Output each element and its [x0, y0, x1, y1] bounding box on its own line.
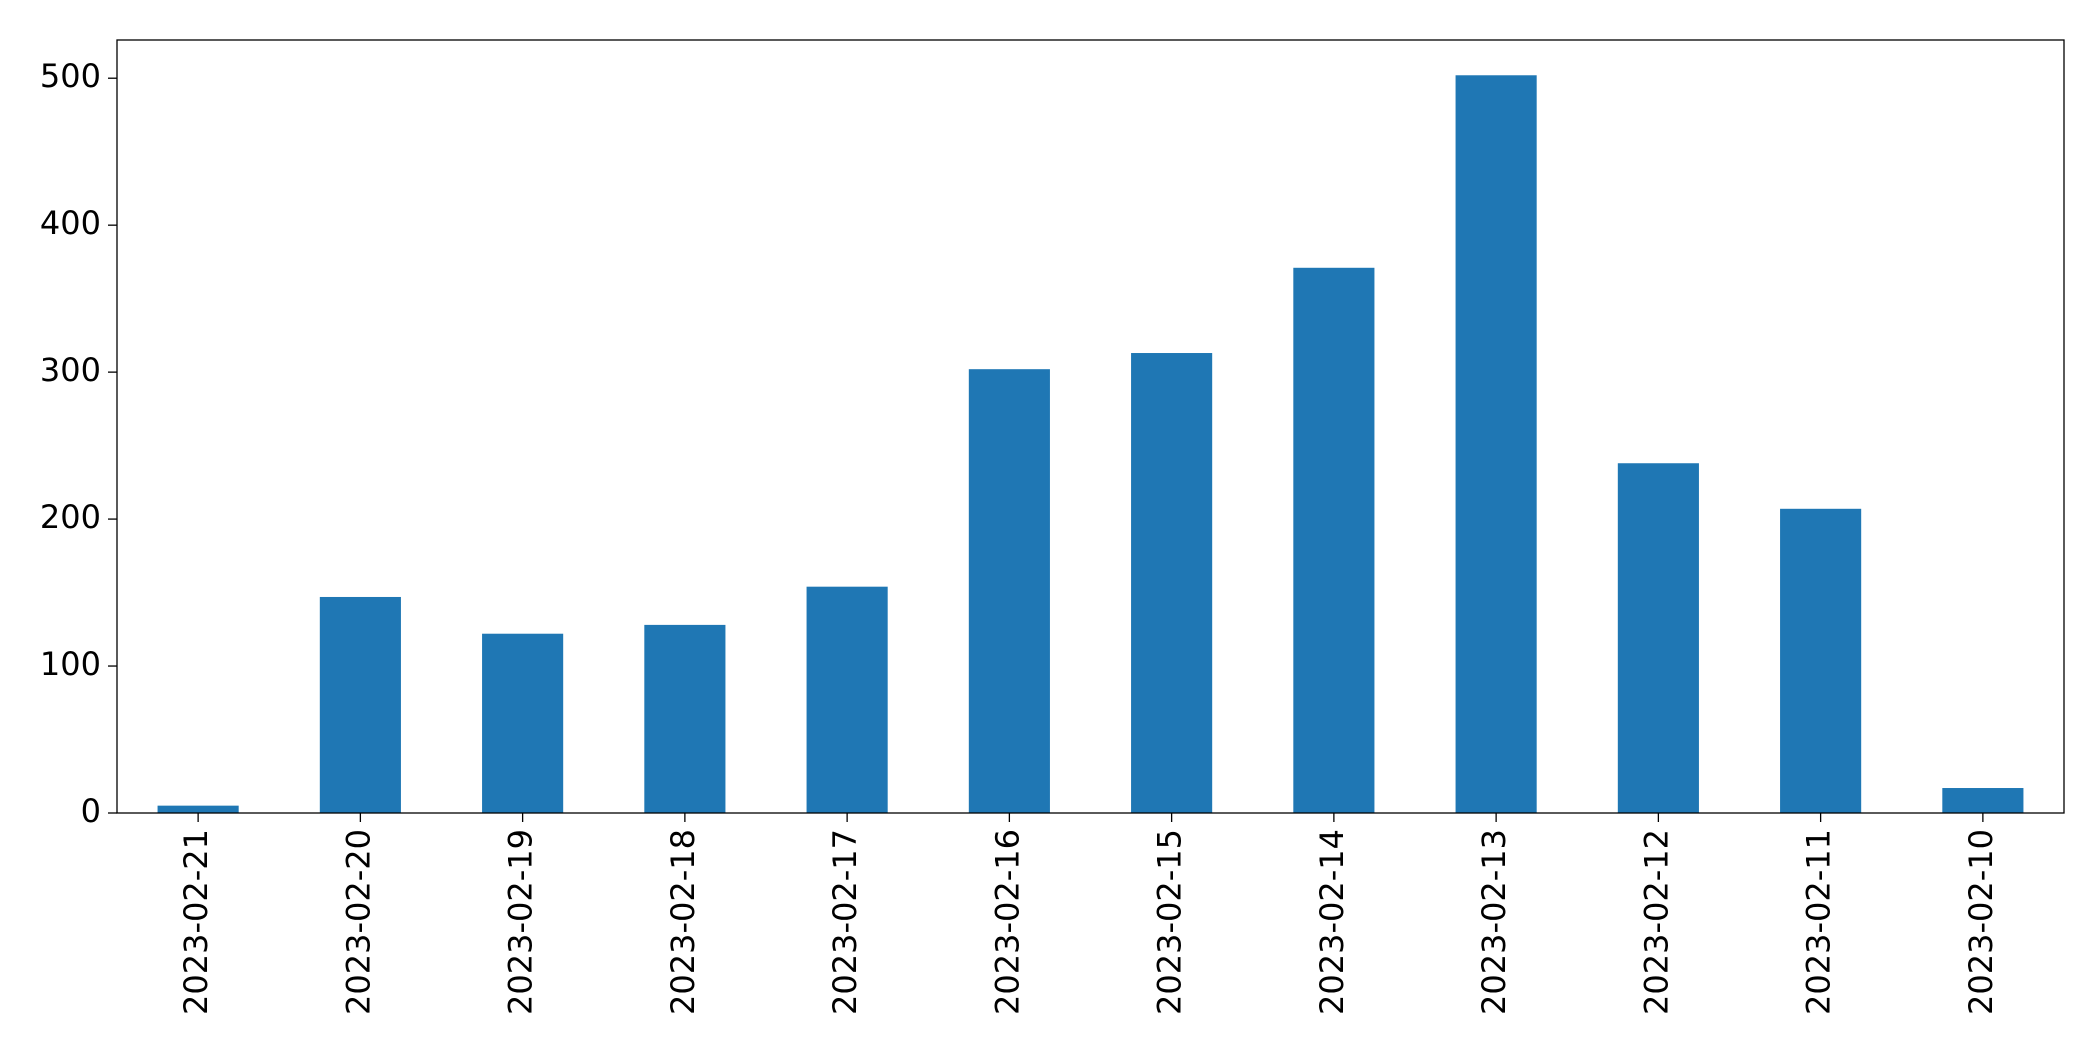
plot-frame — [116, 39, 2065, 814]
x-tick-label: 2023-02-20 — [339, 829, 377, 1015]
y-tick-label: 400 — [40, 204, 101, 242]
y-tick-label: 500 — [40, 57, 101, 95]
y-tick-label: 0 — [81, 792, 101, 830]
x-tick-label: 2023-02-13 — [1475, 829, 1513, 1015]
x-tick-label: 2023-02-19 — [502, 829, 540, 1015]
x-tick-label: 2023-02-17 — [826, 829, 864, 1015]
bar — [1455, 75, 1537, 813]
x-tick-label: 2023-02-10 — [1962, 829, 2000, 1015]
x-tick-label: 2023-02-21 — [177, 829, 215, 1015]
bar — [806, 586, 888, 813]
bar — [157, 805, 239, 813]
x-tick-label: 2023-02-14 — [1313, 829, 1351, 1015]
x-tick-label: 2023-02-11 — [1800, 829, 1838, 1015]
y-tick-label: 300 — [40, 351, 101, 389]
bar — [644, 624, 726, 813]
bar — [1617, 463, 1699, 813]
x-tick-label: 2023-02-16 — [988, 829, 1026, 1015]
bar — [968, 369, 1050, 813]
bar — [1780, 508, 1862, 813]
bar — [319, 596, 401, 813]
bar — [1131, 353, 1213, 813]
bar — [1293, 267, 1375, 813]
x-tick-label: 2023-02-18 — [664, 829, 702, 1015]
y-tick-label: 200 — [40, 498, 101, 536]
bar — [482, 633, 564, 813]
bar — [1942, 788, 2024, 813]
y-tick-label: 100 — [40, 645, 101, 683]
x-tick-label: 2023-02-12 — [1637, 829, 1675, 1015]
x-tick-label: 2023-02-15 — [1151, 829, 1189, 1015]
